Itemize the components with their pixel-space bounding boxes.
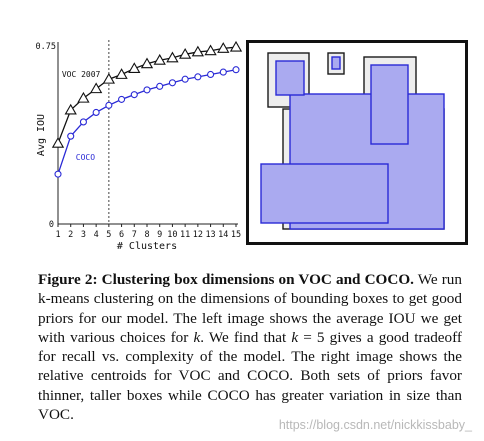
caption-text-2: . We find that [200,328,292,346]
coco-data-point [168,79,176,87]
voc-data-point [191,45,205,57]
x-tick-label: 15 [231,230,241,240]
x-tick-label: 7 [132,230,137,240]
watermark-url: https://blog.csdn.net/nickkissbaby_ [278,418,472,432]
coco-data-point [143,86,151,94]
coco-centroid-boxes [260,56,445,230]
caption-equation: = 5 [298,328,325,346]
voc-data-point [217,42,230,53]
coco-data-point [105,101,113,109]
coco-data-point [54,170,62,178]
coco-data-point [118,95,126,103]
voc-data-point [128,62,141,73]
voc-data-point [77,91,90,103]
caption-text-1: We run k-means clustering on the dimensi… [38,271,462,346]
x-tick-label: 1 [55,230,60,240]
y-axis-title: Avg IOU [36,114,47,156]
coco-box-tall [370,64,409,145]
coco-box-small [331,56,341,70]
chart-axes [57,42,238,227]
x-tick-label: 12 [193,230,203,240]
coco-data-point [207,70,215,79]
coco-data-point [194,73,202,81]
coco-data-point [67,132,75,140]
x-tick-label: 11 [180,230,190,240]
voc-data-point [153,53,166,65]
figure-caption: Figure 2: Clustering box dimensions on V… [38,270,462,424]
caption-var-k2: k [291,328,299,346]
x-tick-label: 13 [205,230,215,240]
coco-data-point [79,118,87,126]
voc-data-point [89,82,103,94]
x-tick-label: 8 [144,230,149,240]
voc-data-point [115,68,128,79]
voc-data-point [140,57,154,69]
voc-data-point [102,72,116,84]
caption-title: Clustering box dimensions on VOC and COC… [101,271,414,288]
x-axis-title: # Clusters [117,241,177,252]
caption-var-k1: k [193,328,201,346]
coco-data-point [219,68,227,76]
voc-data-point [64,103,77,115]
voc-data-point [166,51,179,63]
chart-plot [51,40,243,224]
x-tick-label: 2 [68,230,73,240]
voc-data-point [204,44,217,56]
coco-series-label: COCO [76,153,95,162]
x-tick-label: 9 [157,230,162,240]
x-tick-label: 14 [218,230,228,240]
coco-data-point [156,82,164,90]
box-centroids-diagram [246,40,468,245]
y-tick-label: 0 [49,220,54,230]
voc-series-label: VOC 2007 [62,70,101,79]
coco-box-square [275,60,305,96]
coco-box-wide [260,163,389,224]
voc-data-point [178,47,192,59]
x-tick-label: 10 [167,230,177,240]
coco-data-point [130,91,138,99]
x-tick-label: 4 [94,230,99,240]
y-tick-label: 0.75 [36,42,56,52]
coco-data-point [92,108,100,117]
coco-data-point [181,75,189,83]
caption-label: Figure 2: [38,271,98,288]
x-tick-label: 6 [119,230,124,240]
voc-data-point [51,136,65,148]
coco-data-point [232,66,240,74]
caption-text-3: gives a good tradeoff for recall vs. com… [38,328,462,424]
x-tick-label: 3 [81,230,86,240]
x-tick-label: 5 [106,230,111,240]
voc-data-point [229,40,243,52]
figure-2: 1 2 3 4 5 6 7 8 9 10 11 12 13 14 15 0 0.75 # Clusters Avg … [36,40,468,252]
